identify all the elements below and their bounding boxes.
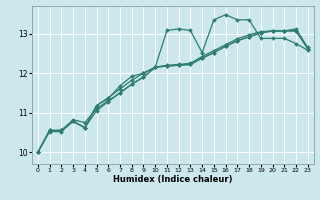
X-axis label: Humidex (Indice chaleur): Humidex (Indice chaleur) — [113, 175, 233, 184]
